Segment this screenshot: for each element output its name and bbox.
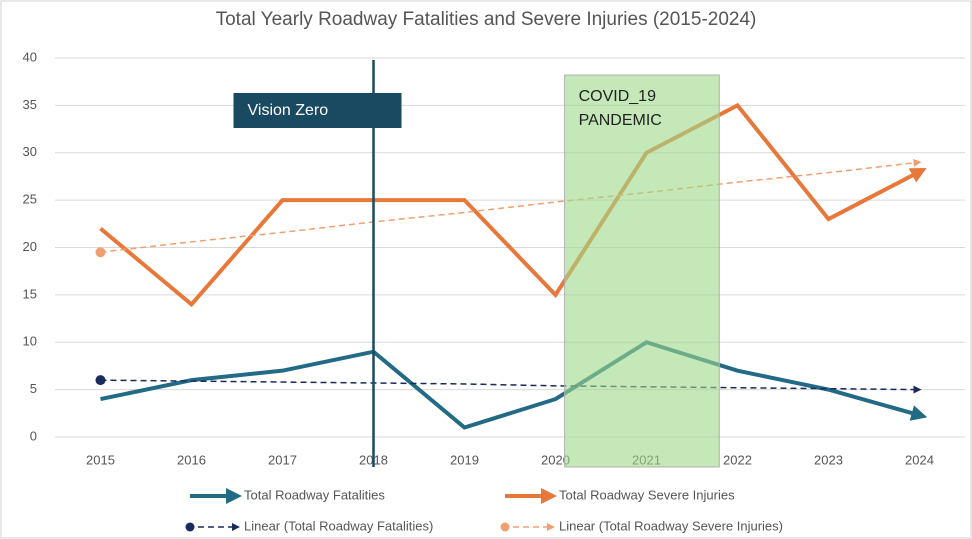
y-tick-label: 0 <box>30 428 37 443</box>
vision-zero-label: Vision Zero <box>248 102 329 119</box>
y-tick-label: 35 <box>23 97 37 112</box>
covid-box <box>564 74 720 468</box>
vision-zero-box <box>233 93 402 128</box>
x-tick-label: 2022 <box>723 452 752 467</box>
y-tick-label: 25 <box>23 192 37 207</box>
trend-start-dot <box>95 247 106 258</box>
y-tick-label: 5 <box>30 381 37 396</box>
legend-label: Total Roadway Severe Injuries <box>559 487 735 502</box>
x-tick-label: 2017 <box>268 452 297 467</box>
series-line <box>99 102 927 308</box>
x-tick-label: 2016 <box>177 452 206 467</box>
y-tick-label: 30 <box>23 144 37 159</box>
covid-label: PANDEMIC <box>579 112 662 129</box>
legend-label: Linear (Total Roadway Severe Injuries) <box>559 518 783 533</box>
series-line <box>100 340 928 430</box>
y-tick-label: 20 <box>23 239 37 254</box>
x-tick-label: 2019 <box>450 452 479 467</box>
trend-start-dot <box>95 375 106 386</box>
y-tick-label: 10 <box>23 334 37 349</box>
x-tick-label: 2015 <box>86 452 115 467</box>
chart-title: Total Yearly Roadway Fatalities and Seve… <box>216 9 757 30</box>
x-tick-label: 2020 <box>541 452 570 467</box>
trend-line <box>100 158 922 253</box>
y-tick-label: 40 <box>23 49 37 64</box>
legend-dot <box>500 522 510 532</box>
legend-dot <box>185 522 195 532</box>
trend-line <box>100 379 922 394</box>
covid-label: COVID_19 <box>579 88 656 105</box>
x-tick-label: 2023 <box>814 452 843 467</box>
legend-label: Linear (Total Roadway Fatalities) <box>244 518 433 533</box>
y-tick-label: 15 <box>23 286 37 301</box>
x-tick-label: 2024 <box>905 452 934 467</box>
legend-label: Total Roadway Fatalities <box>244 487 385 502</box>
